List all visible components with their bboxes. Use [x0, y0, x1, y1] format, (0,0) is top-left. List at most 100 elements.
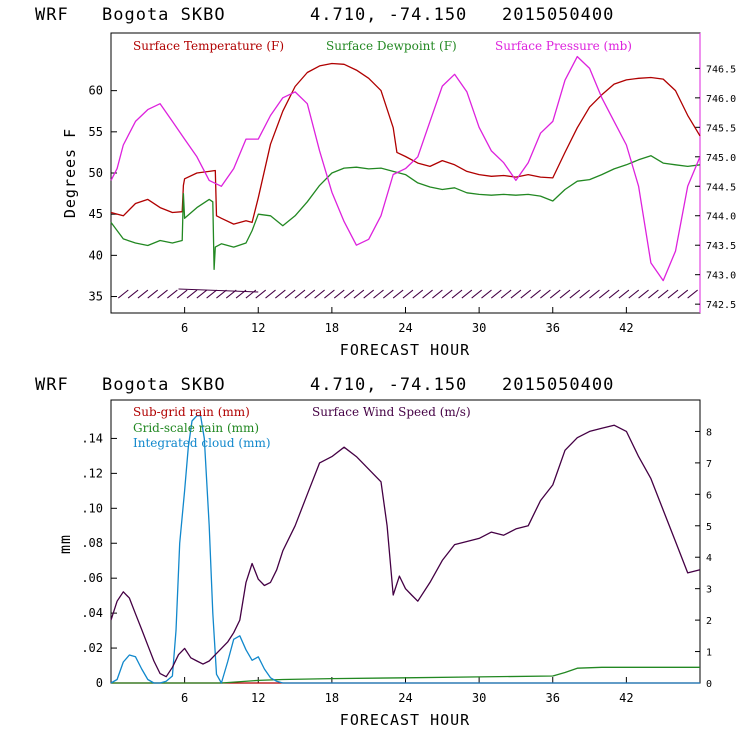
bottom-header-coords: 4.710, -74.150 — [310, 375, 467, 395]
wind-barb — [245, 289, 257, 299]
x-tick-label: 6 — [181, 691, 188, 705]
y-tick-label: .14 — [81, 431, 103, 445]
y-tick-label: .12 — [81, 466, 103, 480]
x-tick-label: 18 — [325, 691, 339, 705]
wind-barb — [481, 289, 492, 299]
wind-barb — [422, 289, 433, 299]
top-header-coords: 4.710, -74.150 — [310, 5, 467, 25]
wind-barb — [559, 289, 571, 299]
legend-sub-grid-rain: Sub-grid rain (mm) — [133, 405, 250, 419]
wind-barb — [284, 289, 296, 299]
y-tick-label: .08 — [81, 536, 103, 550]
wind-barb — [569, 289, 581, 299]
wind-barb — [451, 289, 463, 299]
top-axis-ticks: 6 12 18 24 30 36 42 35 40 45 50 55 60 742.5 743.0 743.5… — [89, 64, 737, 335]
y-tick-label: 0 — [96, 676, 103, 690]
legend-surface-temperature: Surface Temperature (F) — [133, 39, 284, 53]
y-tick-label: .04 — [81, 606, 103, 620]
wind-barb — [412, 289, 424, 299]
legend-integrated-cloud: Integrated cloud (mm) — [133, 436, 271, 450]
wind-barb — [147, 289, 159, 299]
bottom-legend: Sub-grid rain (mm) Surface Wind Speed (m… — [133, 405, 471, 450]
wind-barb-staff — [178, 288, 259, 293]
wind-barb — [608, 289, 620, 299]
wind-barb — [657, 289, 669, 299]
y2-tick-label: 742.5 — [706, 300, 736, 311]
x-tick-label: 18 — [325, 321, 339, 335]
wind-barb — [432, 289, 443, 299]
wind-barb — [265, 289, 276, 299]
wind-barb — [343, 289, 355, 299]
x-tick-label: 24 — [398, 321, 412, 335]
wind-barb — [383, 289, 394, 299]
y2-tick-label: 746.0 — [706, 94, 736, 105]
wind-barb — [667, 289, 679, 299]
top-legend: Surface Temperature (F) Surface Dewpoint… — [133, 39, 632, 53]
wind-barb — [490, 289, 502, 299]
y2-tick-label: 744.5 — [706, 182, 736, 193]
wind-barb — [618, 289, 630, 299]
wind-barb — [441, 289, 453, 299]
y2-tick-label: 5 — [706, 522, 712, 533]
bottom-header-model: WRF — [35, 375, 69, 395]
wind-barb — [324, 289, 335, 299]
x-tick-label: 12 — [251, 321, 265, 335]
wind-barb — [510, 289, 522, 299]
wind-barb — [589, 289, 600, 299]
y-tick-label: 45 — [89, 207, 103, 221]
y2-tick-label: 744.0 — [706, 212, 736, 223]
bottom-axis-ticks: 6 12 18 24 30 36 420.02.04.06.08.10.12.1401234… — [81, 427, 712, 705]
top-header-run: 2015050400 — [502, 5, 614, 25]
y-tick-label: 35 — [89, 290, 103, 304]
wind-barb — [186, 289, 198, 299]
y2-tick-label: 3 — [706, 585, 712, 596]
y2-tick-label: 6 — [706, 490, 712, 501]
wind-barb — [530, 289, 541, 299]
wind-barb — [167, 289, 178, 299]
bottom-header-run: 2015050400 — [502, 375, 614, 395]
wind-barb — [402, 289, 414, 299]
legend-surface-wind-speed: Surface Wind Speed (m/s) — [312, 405, 471, 419]
x-tick-label: 42 — [619, 691, 633, 705]
x-tick-label: 30 — [472, 691, 486, 705]
wind-barb — [520, 289, 532, 299]
wind-barb-row — [117, 288, 698, 299]
top-header-station: Bogota SKBO — [102, 5, 226, 25]
y2-tick-label: 745.5 — [706, 123, 736, 134]
wind-barb — [392, 289, 404, 299]
wind-barb — [373, 289, 384, 299]
bottom-series-group — [110, 415, 701, 684]
x-tick-label: 36 — [546, 691, 560, 705]
wind-barb — [638, 289, 649, 299]
top-y-axis-label: Degrees F — [61, 128, 79, 218]
wind-barb — [687, 289, 698, 299]
bottom-header-station: Bogota SKBO — [102, 375, 226, 395]
y2-tick-label: 8 — [706, 427, 712, 438]
top-header-model: WRF — [35, 5, 69, 25]
series-line-dew — [110, 155, 701, 271]
bottom-x-axis-label: FORECAST HOUR — [340, 711, 470, 729]
wind-barb — [628, 289, 640, 299]
top-series-group — [110, 55, 701, 282]
wind-barb — [314, 289, 325, 299]
wind-barb — [157, 289, 168, 299]
wind-barb — [579, 289, 590, 299]
wind-barb — [500, 289, 512, 299]
wind-barb — [117, 289, 129, 299]
y-tick-label: .06 — [81, 571, 103, 585]
y2-tick-label: 7 — [706, 459, 712, 470]
series-line-cloud — [110, 415, 700, 684]
y2-tick-label: 743.5 — [706, 241, 736, 252]
x-tick-label: 42 — [619, 321, 633, 335]
series-line-temp — [110, 62, 701, 225]
wind-barb — [461, 289, 473, 299]
top-header: WRF Bogota SKBO 4.710, -74.150 201505040… — [35, 5, 614, 25]
x-tick-label: 30 — [472, 321, 486, 335]
x-tick-label: 12 — [251, 691, 265, 705]
y-tick-label: .10 — [81, 501, 103, 515]
y2-tick-label: 1 — [706, 648, 712, 659]
wind-barb — [255, 289, 267, 299]
series-line-grid — [111, 666, 700, 684]
wind-barb — [540, 289, 551, 299]
